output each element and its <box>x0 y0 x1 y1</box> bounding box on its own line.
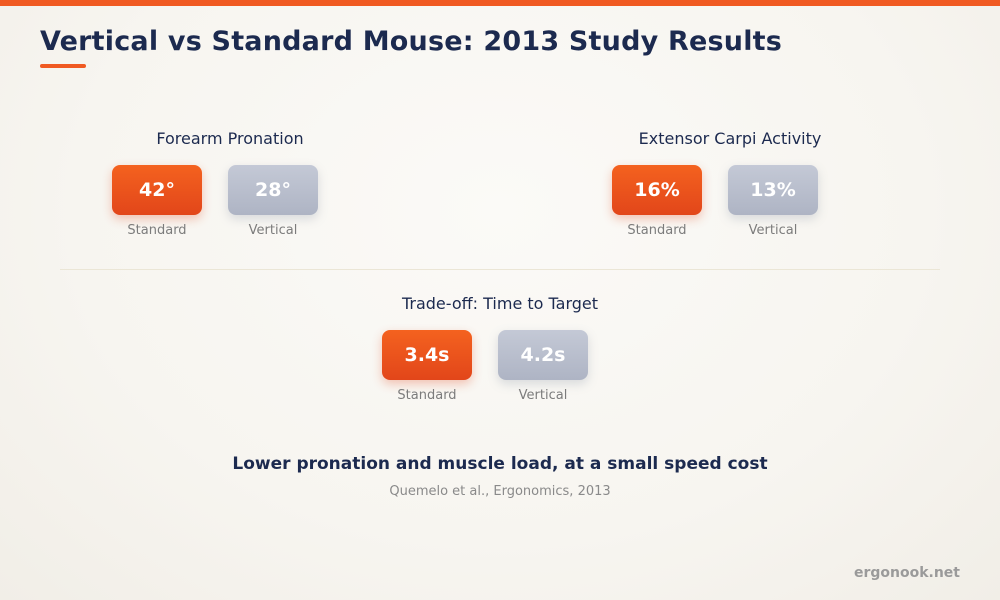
standard-label: Standard <box>127 223 187 238</box>
standard-value-tile: 16% <box>612 165 702 215</box>
standard-label: Standard <box>627 223 687 238</box>
page-title: Vertical vs Standard Mouse: 2013 Study R… <box>40 26 783 57</box>
vertical-value-tile: 4.2s <box>498 330 588 380</box>
section-divider <box>60 269 940 270</box>
vertical-label: Vertical <box>748 223 798 238</box>
vertical-label: Vertical <box>518 388 568 403</box>
standard-value-tile: 3.4s <box>382 330 472 380</box>
metric-title: Forearm Pronation <box>156 129 304 148</box>
vertical-value-tile: 13% <box>728 165 818 215</box>
metric-tile-pair: 42° 28° Standard Vertical <box>110 165 350 238</box>
metric-group-extensor-carpi: Extensor Carpi Activity 16% 13% Standard… <box>610 129 850 238</box>
source-citation: Quemelo et al., Ergonomics, 2013 <box>389 484 611 499</box>
metric-group-forearm-pronation: Forearm Pronation 42° 28° Standard Verti… <box>110 129 350 238</box>
metric-title: Trade-off: Time to Target <box>401 294 599 313</box>
standard-label: Standard <box>397 388 457 403</box>
metric-title: Extensor Carpi Activity <box>638 129 822 148</box>
vertical-value-tile: 28° <box>228 165 318 215</box>
vertical-label: Vertical <box>248 223 298 238</box>
metric-tile-pair: 16% 13% Standard Vertical <box>610 165 850 238</box>
takeaway-text: Lower pronation and muscle load, at a sm… <box>232 454 768 474</box>
brand-watermark: ergonook.net <box>853 565 960 581</box>
metric-group-time-to-target: Trade-off: Time to Target 3.4s 4.2s Stan… <box>380 294 620 403</box>
metric-tile-pair: 3.4s 4.2s Standard Vertical <box>380 330 620 403</box>
title-underline <box>40 64 86 68</box>
standard-value-tile: 42° <box>112 165 202 215</box>
top-accent-bar <box>0 0 1000 6</box>
